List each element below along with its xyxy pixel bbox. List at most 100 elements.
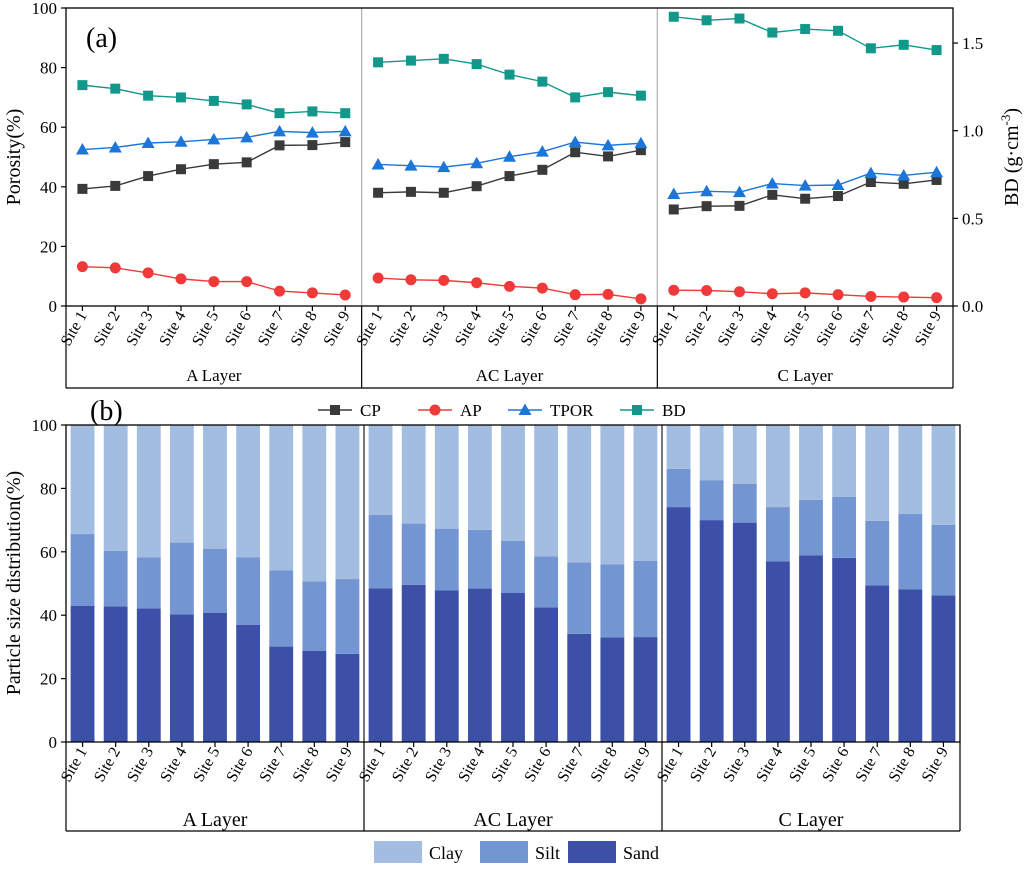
data-point-tpor [831, 178, 845, 191]
data-point-ap [76, 261, 88, 273]
y-tick-label: 20 [40, 237, 57, 256]
data-point-cp [143, 171, 154, 182]
series-ap [76, 261, 943, 305]
data-point-tpor [404, 159, 418, 171]
data-point-tpor [601, 138, 615, 151]
bd-axis-title-sup: -3 [998, 115, 1013, 126]
bar-silt-a-layer-site-6 [236, 557, 261, 625]
bar-sand-ac-layer-site-5 [501, 593, 525, 742]
data-point-ap [372, 272, 384, 284]
bar-sand-ac-layer-site-9 [633, 637, 658, 742]
data-point-cp [471, 181, 482, 192]
data-point-bd [208, 95, 219, 106]
data-point-ap [668, 284, 680, 296]
x-tick-label-site-1: Site 1 [356, 745, 389, 785]
group-label-a-layer: A Layer [183, 809, 248, 831]
bar-clay-c-layer-site-8 [898, 425, 923, 514]
data-point-cp [865, 177, 876, 188]
bar-silt-ac-layer-site-4 [467, 529, 492, 589]
group-label-c-layer: C Layer [779, 809, 844, 831]
bar-clay-a-layer-site-4 [169, 425, 194, 543]
bar-sand-a-layer-site-4 [169, 614, 194, 742]
bar-sand-ac-layer-site-8 [600, 637, 625, 742]
data-point-bd [865, 43, 876, 54]
data-point-tpor [535, 145, 549, 157]
bar-silt-c-layer-site-7 [865, 520, 890, 586]
bar-clay-a-layer-site-7 [269, 425, 294, 571]
data-point-bd [241, 99, 252, 110]
x-tick-label-site-3: Site 3 [422, 745, 455, 785]
data-point-cp [175, 164, 186, 175]
data-point-tpor [75, 143, 89, 155]
bar-silt-ac-layer-site-1 [368, 515, 393, 589]
legend-marker-tpor [518, 403, 532, 415]
data-point-cp [734, 200, 745, 211]
bar-sand-c-layer-site-6 [832, 557, 857, 742]
data-point-bd [701, 15, 712, 26]
x-tick-label-site-4: Site 4 [157, 745, 190, 785]
bar-clay-a-layer-site-1 [70, 425, 95, 535]
bar-clay-a-layer-site-3 [136, 425, 161, 558]
legend-swatch-clay [374, 841, 422, 863]
data-point-bd [471, 59, 482, 70]
data-point-bd [734, 13, 745, 24]
data-point-tpor [371, 157, 385, 170]
bar-silt-c-layer-site-3 [732, 483, 757, 523]
data-point-tpor [897, 168, 911, 181]
bar-silt-a-layer-site-2 [103, 550, 128, 607]
bar-clay-ac-layer-site-6 [534, 425, 559, 557]
legend-swatch-silt [480, 841, 528, 863]
y-tick-label: 0 [49, 733, 58, 752]
x-tick-label-site-8: Site 8 [588, 745, 621, 785]
data-point-cp [241, 157, 252, 168]
x-tick-label-site-7: Site 7 [853, 745, 886, 785]
bar-sand-a-layer-site-2 [103, 606, 128, 742]
bd-axis-title-main: BD (g·cm [1001, 125, 1023, 206]
bar-silt-c-layer-site-8 [898, 513, 923, 590]
bar-clay-ac-layer-site-4 [467, 425, 492, 530]
bd-axis-title-close: ) [1001, 108, 1023, 115]
data-point-ap [274, 285, 286, 297]
x-tick-label-site-4: Site 4 [156, 309, 189, 349]
bar-silt-c-layer-site-5 [799, 499, 823, 556]
x-tick-label-site-2: Site 2 [687, 745, 720, 785]
bar-clay-ac-layer-site-2 [401, 425, 426, 524]
data-point-bd [833, 25, 844, 36]
data-point-tpor [273, 124, 287, 137]
data-point-ap [471, 277, 483, 289]
data-point-bd [931, 45, 942, 56]
data-point-bd [504, 69, 515, 80]
data-point-bd [110, 83, 121, 94]
x-tick-label-site-3: Site 3 [124, 745, 157, 785]
y2-tick-label: 0.0 [962, 297, 983, 316]
x-tick-label-site-3: Site 3 [715, 309, 748, 349]
legend-label-ap: AP [460, 401, 482, 420]
data-point-tpor [437, 160, 451, 173]
data-point-cp [537, 164, 548, 175]
x-tick-label-site-5: Site 5 [488, 745, 521, 785]
data-point-tpor [141, 136, 155, 148]
bar-clay-ac-layer-site-7 [567, 425, 592, 563]
x-tick-label-site-9: Site 9 [321, 309, 354, 349]
legend-label-clay: Clay [429, 843, 463, 863]
data-point-ap [536, 282, 548, 294]
data-point-cp [307, 140, 318, 151]
x-tick-label-site-8: Site 8 [290, 745, 323, 785]
bar-clay-c-layer-site-4 [765, 425, 790, 508]
bar-sand-c-layer-site-9 [931, 595, 956, 742]
series-cp [77, 137, 942, 215]
data-point-ap [602, 288, 614, 300]
x-tick-label-site-9: Site 9 [621, 745, 654, 785]
x-tick-label-site-1: Site 1 [353, 309, 386, 349]
bar-clay-c-layer-site-6 [832, 425, 857, 497]
data-point-tpor [470, 156, 484, 169]
bar-silt-ac-layer-site-2 [401, 523, 426, 585]
data-point-ap [339, 289, 351, 301]
x-tick-label-site-7: Site 7 [551, 309, 584, 349]
bar-clay-c-layer-site-5 [799, 425, 823, 500]
data-point-ap [142, 267, 154, 279]
x-tick-label-site-3: Site 3 [123, 309, 156, 349]
